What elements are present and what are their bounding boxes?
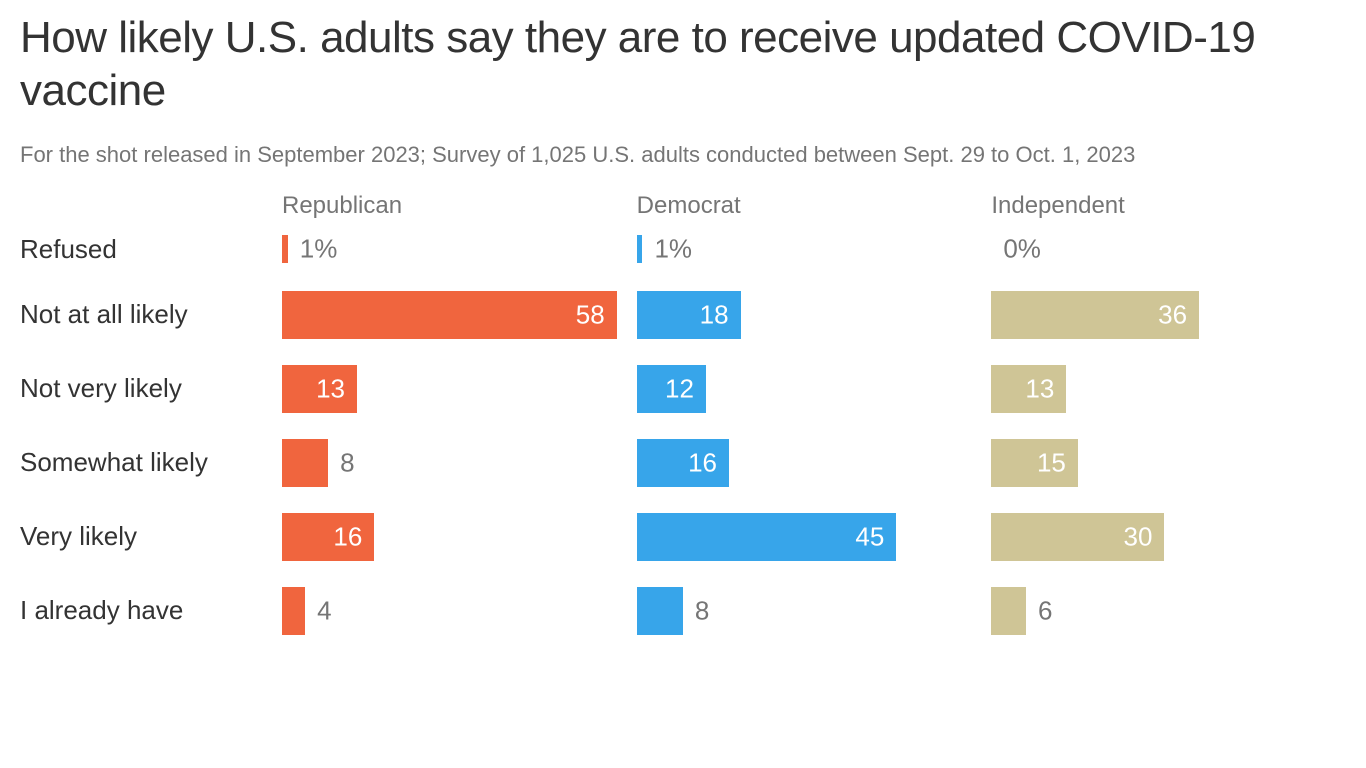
cell-not_very_likely-democrat: 12 (637, 365, 992, 413)
cell-already_have-democrat: 8 (637, 587, 992, 635)
cell-not_very_likely-republican: 13 (282, 365, 637, 413)
bar-value-label: 15 (1037, 447, 1066, 478)
bar-wrap: 1% (637, 235, 972, 263)
bar-wrap: 13 (282, 365, 617, 413)
bar-value-label: 8 (340, 447, 354, 478)
bar-value-label: 12 (665, 373, 694, 404)
bar-wrap: 12 (637, 365, 972, 413)
bar-republican (282, 235, 288, 263)
group-header-democrat: Democrat (637, 192, 972, 220)
cell-already_have-republican: 4 (282, 587, 637, 635)
cell-not_very_likely-independent: 13 (991, 365, 1346, 413)
bar-wrap: 4 (282, 587, 617, 635)
bar-republican (282, 439, 328, 487)
chart-body: Refused1%1%0%Not at all likely581836Not … (20, 234, 1346, 635)
bar-democrat (637, 235, 643, 263)
row-columns: 8 16 15 (282, 439, 1346, 487)
bar-independent (991, 587, 1026, 635)
cell-somewhat_likely-democrat: 16 (637, 439, 992, 487)
bar-wrap: 8 (637, 587, 972, 635)
bar-democrat (637, 587, 683, 635)
cell-not_at_all_likely-republican: 58 (282, 291, 637, 339)
bar-wrap: 45 (637, 513, 972, 561)
bar-value-label: 58 (576, 299, 605, 330)
chart-header-row: Republican Democrat Independent (20, 192, 1346, 220)
bar-value-label: 1% (654, 234, 692, 265)
bar-wrap: 36 (991, 291, 1326, 339)
bar-value-label: 36 (1158, 299, 1187, 330)
bar-value-label: 8 (695, 595, 709, 626)
bar-wrap: 15 (991, 439, 1326, 487)
cell-somewhat_likely-independent: 15 (991, 439, 1346, 487)
chart-row-refused: Refused 1% 1% 0% (20, 234, 1346, 265)
category-label: I already have (20, 595, 282, 626)
cell-very_likely-democrat: 45 (637, 513, 992, 561)
bar-value-label: 18 (700, 299, 729, 330)
bar-republican (282, 587, 305, 635)
category-label: Somewhat likely (20, 447, 282, 478)
bar-value-label: 13 (316, 373, 345, 404)
bar-wrap: 6 (991, 587, 1326, 635)
chart-row-not_very_likely: Not very likely 13 12 13 (20, 365, 1346, 413)
bar-value-label: 0% (1003, 234, 1041, 265)
bar-value-label: 4 (317, 595, 331, 626)
cell-refused-independent: 0% (991, 235, 1346, 263)
cell-very_likely-republican: 16 (282, 513, 637, 561)
bar-wrap: 30 (991, 513, 1326, 561)
bar-republican (282, 291, 617, 339)
chart-row-very_likely: Very likely 16 45 30 (20, 513, 1346, 561)
cell-not_at_all_likely-independent: 36 (991, 291, 1346, 339)
group-header-independent: Independent (991, 192, 1326, 220)
bar-value-label: 16 (333, 521, 362, 552)
bar-value-label: 13 (1025, 373, 1054, 404)
bar-wrap: 18 (637, 291, 972, 339)
bar-wrap: 1% (282, 235, 617, 263)
cell-refused-republican: 1% (282, 235, 637, 263)
row-columns: 4 8 6 (282, 587, 1346, 635)
bar-wrap: 0% (991, 235, 1326, 263)
bar-wrap: 8 (282, 439, 617, 487)
bar-wrap: 13 (991, 365, 1326, 413)
row-columns: 58 18 36 (282, 291, 1346, 339)
category-label: Not very likely (20, 373, 282, 404)
bar-value-label: 45 (855, 521, 884, 552)
cell-already_have-independent: 6 (991, 587, 1346, 635)
bar-wrap: 58 (282, 291, 617, 339)
row-columns: 13 12 13 (282, 365, 1346, 413)
category-label: Not at all likely (20, 299, 282, 330)
cell-not_at_all_likely-democrat: 18 (637, 291, 992, 339)
chart-row-not_at_all_likely: Not at all likely 58 18 36 (20, 291, 1346, 339)
bar-value-label: 30 (1124, 521, 1153, 552)
group-header-republican: Republican (282, 192, 617, 220)
chart-container: Republican Democrat Independent Refused1… (20, 192, 1346, 635)
bar-wrap: 16 (282, 513, 617, 561)
cell-somewhat_likely-republican: 8 (282, 439, 637, 487)
row-columns: 1% 1% 0% (282, 235, 1346, 263)
category-label: Very likely (20, 521, 282, 552)
bar-value-label: 1% (300, 234, 338, 265)
chart-row-somewhat_likely: Somewhat likely 8 16 15 (20, 439, 1346, 487)
bar-value-label: 16 (688, 447, 717, 478)
bar-wrap: 16 (637, 439, 972, 487)
bar-value-label: 6 (1038, 595, 1052, 626)
chart-row-already_have: I already have 4 8 6 (20, 587, 1346, 635)
cell-refused-democrat: 1% (637, 235, 992, 263)
row-columns: 16 45 30 (282, 513, 1346, 561)
chart-subtitle: For the shot released in September 2023;… (20, 142, 1346, 168)
category-label: Refused (20, 234, 282, 265)
cell-very_likely-independent: 30 (991, 513, 1346, 561)
chart-title: How likely U.S. adults say they are to r… (20, 12, 1346, 118)
